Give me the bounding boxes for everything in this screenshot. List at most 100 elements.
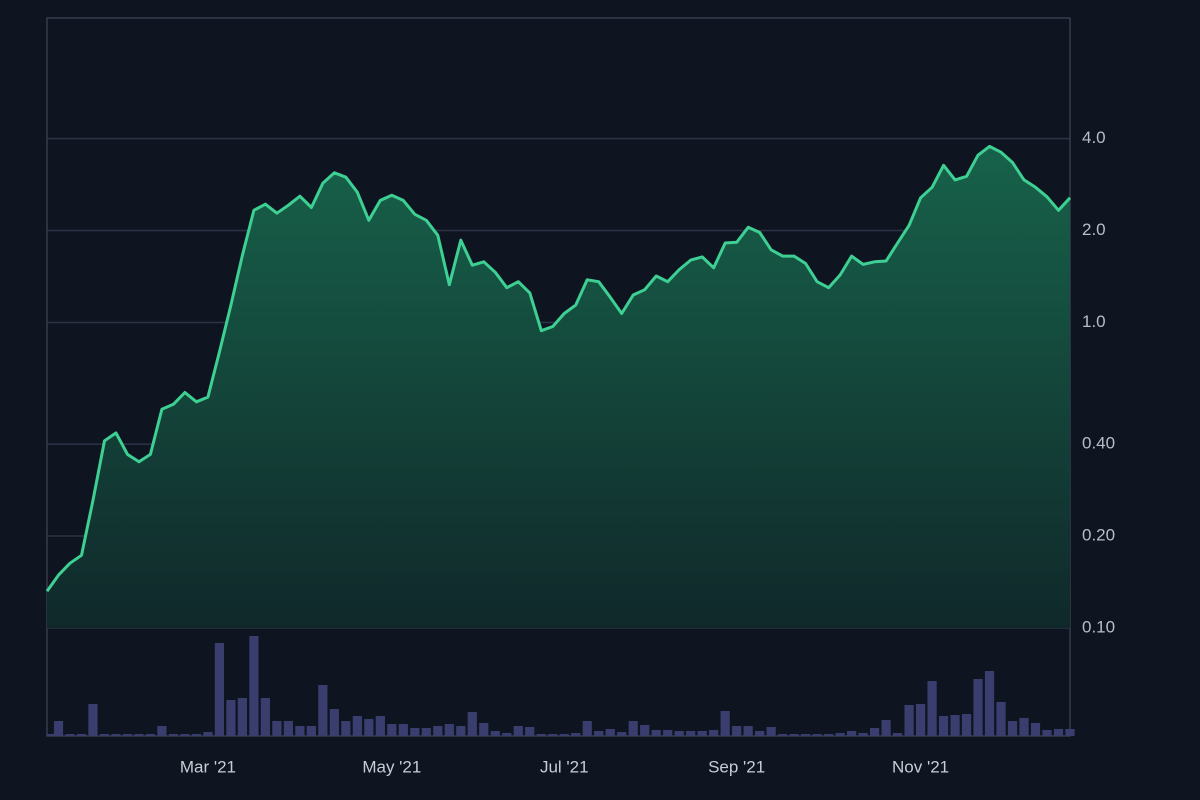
volume-bar bbox=[628, 721, 638, 736]
volume-bar bbox=[1019, 718, 1029, 736]
volume-bar bbox=[214, 643, 225, 736]
x-tick-label: Nov '21 bbox=[892, 757, 949, 776]
volume-bar bbox=[973, 679, 983, 736]
volume-bar bbox=[766, 727, 776, 736]
volume-bar bbox=[743, 726, 753, 736]
volume-bar bbox=[410, 728, 420, 736]
volume-bar bbox=[1065, 729, 1075, 736]
volume-bar bbox=[145, 734, 156, 736]
volume-bar bbox=[387, 724, 397, 736]
volume-bar bbox=[111, 734, 121, 736]
volume-bar bbox=[260, 698, 270, 736]
volume-bar bbox=[709, 730, 719, 736]
volume-bar bbox=[732, 726, 742, 736]
volume-bar bbox=[651, 730, 661, 736]
x-tick-label: Mar '21 bbox=[180, 757, 236, 776]
volume-bar bbox=[490, 731, 500, 736]
volume-bar bbox=[525, 727, 535, 736]
volume-bar bbox=[180, 734, 190, 736]
volume-bar bbox=[686, 731, 696, 736]
volume-bar bbox=[1042, 730, 1052, 736]
volume-bar bbox=[1030, 723, 1041, 736]
volume-bar bbox=[272, 721, 282, 736]
y-tick-label: 1.0 bbox=[1082, 312, 1106, 331]
volume-bar bbox=[341, 721, 351, 736]
volume-bar bbox=[1053, 729, 1064, 736]
volume-bar bbox=[571, 733, 581, 736]
price-line bbox=[45, 144, 1072, 593]
volume-bar bbox=[778, 734, 788, 736]
volume-bar bbox=[479, 723, 489, 736]
volume-bar bbox=[938, 716, 949, 736]
x-tick-label: Jul '21 bbox=[540, 757, 589, 776]
volume-bar bbox=[283, 721, 293, 736]
volume-bar bbox=[76, 734, 87, 736]
volume-bar bbox=[869, 728, 880, 736]
volume-bar bbox=[720, 711, 730, 736]
volume-bar bbox=[398, 724, 408, 736]
volume-bar bbox=[536, 734, 546, 736]
volume-bar bbox=[984, 671, 995, 736]
volume-bar bbox=[295, 726, 305, 736]
volume-bar bbox=[961, 714, 972, 736]
volume-bar bbox=[65, 734, 75, 736]
x-tick-label: Sep '21 bbox=[708, 757, 765, 776]
volume-bar bbox=[306, 726, 316, 736]
volume-bar bbox=[364, 719, 374, 736]
volume-bar bbox=[605, 729, 615, 736]
volume-bar bbox=[915, 704, 926, 736]
volume-bar bbox=[203, 732, 213, 736]
volume-bar bbox=[157, 726, 167, 736]
volume-bar bbox=[892, 733, 903, 736]
volume-bar bbox=[996, 702, 1006, 736]
volume-bar bbox=[375, 716, 385, 736]
volume-bar bbox=[168, 734, 179, 736]
area bbox=[47, 146, 1070, 628]
volume-bar bbox=[904, 705, 914, 736]
volume-bar bbox=[801, 734, 811, 736]
volume-bar bbox=[88, 704, 98, 736]
volume-bar bbox=[559, 734, 569, 736]
volume-bar bbox=[249, 636, 259, 736]
volume-bar bbox=[789, 734, 799, 736]
volume-bar bbox=[99, 734, 110, 736]
y-tick-label: 0.10 bbox=[1082, 617, 1115, 636]
volume-bar bbox=[191, 734, 202, 736]
volume-bar bbox=[640, 725, 650, 736]
volume-bar bbox=[1007, 721, 1018, 736]
volume-bar bbox=[697, 731, 707, 736]
volume-bar bbox=[755, 731, 765, 736]
volume-bar bbox=[421, 728, 431, 736]
volume-bar bbox=[674, 731, 684, 736]
volume-bar bbox=[663, 730, 673, 736]
volume-bar bbox=[835, 733, 845, 736]
volume-bar bbox=[927, 681, 937, 736]
x-tick-label: May '21 bbox=[362, 757, 421, 776]
volume-bar bbox=[134, 734, 144, 736]
volume-bar bbox=[47, 734, 57, 736]
volume-bar bbox=[456, 726, 466, 736]
volume-bar bbox=[318, 685, 328, 736]
volume-bar bbox=[513, 726, 523, 736]
volume-bar bbox=[329, 709, 339, 736]
y-tick-label: 4.0 bbox=[1082, 128, 1106, 147]
volume-bar bbox=[824, 734, 834, 736]
volume-bar bbox=[467, 712, 477, 736]
volume-bar bbox=[594, 731, 604, 736]
volume-bar bbox=[502, 733, 512, 736]
y-tick-label: 2.0 bbox=[1082, 220, 1106, 239]
volume-bar bbox=[226, 700, 236, 736]
volume-bar bbox=[548, 734, 558, 736]
volume-bar bbox=[582, 721, 592, 736]
volume-bar bbox=[858, 733, 868, 736]
volume-bar bbox=[444, 724, 454, 736]
volume-bar bbox=[237, 698, 248, 736]
volume-bar bbox=[847, 731, 857, 736]
y-tick-label: 0.20 bbox=[1082, 526, 1115, 545]
y-tick-label: 0.40 bbox=[1082, 434, 1115, 453]
volume-bar bbox=[352, 716, 362, 736]
volume-bar bbox=[950, 715, 960, 736]
volume-bar bbox=[122, 734, 133, 736]
